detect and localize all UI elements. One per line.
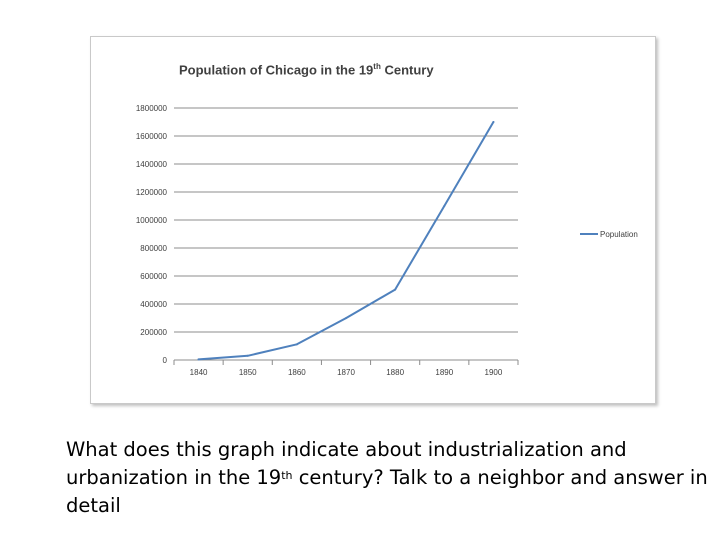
x-tick-label: 1850 <box>239 368 257 377</box>
chart-frame: Population of Chicago in the 19th Centur… <box>90 36 656 404</box>
data-point <box>345 317 347 320</box>
chart-title: Population of Chicago in the 19th Centur… <box>179 62 434 77</box>
chart-title-superscript: th <box>373 62 381 71</box>
y-tick-label: 0 <box>163 356 168 365</box>
y-tick-label: 1000000 <box>136 216 168 225</box>
y-tick-label: 400000 <box>140 300 167 309</box>
x-tick-label: 1900 <box>485 368 503 377</box>
chart-title-main: Population of Chicago in the 19 <box>179 62 374 78</box>
data-point <box>197 358 200 361</box>
question-part-2: century? Talk to a neighbor and answer i… <box>66 466 708 517</box>
data-point <box>295 343 298 346</box>
question-text: What does this graph indicate about indu… <box>66 436 716 520</box>
question-superscript: th <box>281 469 293 482</box>
y-tick-label: 800000 <box>140 244 167 253</box>
chart-title-end: Century <box>380 62 434 78</box>
y-tick-label: 1400000 <box>136 160 168 169</box>
y-tick-label: 1800000 <box>136 104 168 113</box>
series-line <box>197 121 495 361</box>
y-tick-label: 1600000 <box>136 132 168 141</box>
x-tick-label: 1880 <box>386 368 404 377</box>
question-part-1: What does this graph indicate about indu… <box>66 438 627 489</box>
y-tick-label: 200000 <box>140 328 167 337</box>
y-tick-label: 600000 <box>140 272 167 281</box>
data-point <box>394 288 397 291</box>
y-tick-label: 1200000 <box>136 188 168 197</box>
data-point <box>443 205 446 207</box>
data-point <box>492 121 495 123</box>
chart-plot: 0 200000 400000 600000 800000 1000000 1200000 1… <box>136 104 638 377</box>
x-tick-label: 1840 <box>190 368 208 377</box>
x-tick-label: 1870 <box>337 368 355 377</box>
x-tick-label: 1860 <box>288 368 306 377</box>
x-tick-label: 1890 <box>435 368 453 377</box>
data-point <box>246 354 249 357</box>
legend-label: Population <box>600 230 638 239</box>
